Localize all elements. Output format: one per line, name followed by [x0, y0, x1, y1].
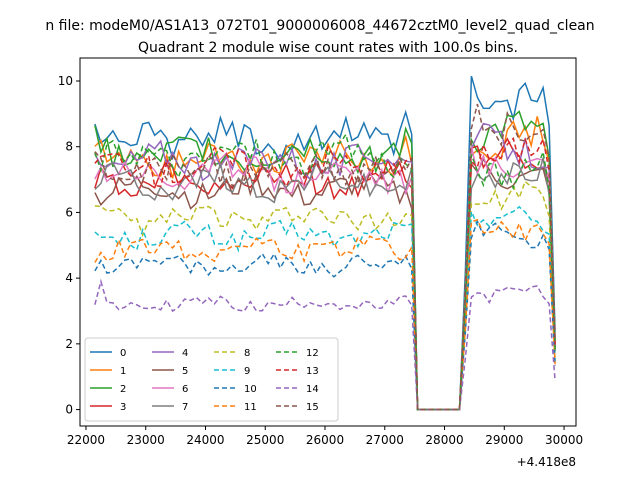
- legend-label-2: 2: [120, 384, 126, 395]
- x-offset-label: +4.418e8: [517, 455, 576, 469]
- legend-label-6: 6: [182, 384, 188, 395]
- series-line-13: [94, 136, 556, 411]
- series-line-15: [94, 103, 556, 411]
- legend-label-11: 11: [244, 402, 257, 413]
- legend-label-8: 8: [244, 348, 250, 359]
- legend-label-3: 3: [120, 402, 126, 413]
- y-tick-label: 2: [65, 337, 73, 351]
- y-tick-label: 0: [65, 403, 73, 417]
- legend-box: [84, 337, 339, 422]
- series-line-8: [94, 180, 556, 411]
- legend-label-4: 4: [182, 348, 188, 359]
- x-tick-label: 29000: [485, 433, 523, 447]
- chart-suptitle: n file: modeM0/AS1A13_072T01_9000006008_…: [45, 18, 594, 34]
- x-tick-label: 27000: [366, 433, 404, 447]
- series-line-11: [94, 218, 556, 411]
- y-tick-label: 4: [65, 271, 73, 285]
- legend-label-9: 9: [244, 366, 250, 377]
- legend-label-1: 1: [120, 366, 126, 377]
- series-line-12: [94, 132, 556, 411]
- plot-lines: [94, 75, 556, 411]
- x-tick-label: 23000: [127, 433, 165, 447]
- y-tick-label: 6: [65, 205, 73, 219]
- axes-frame: [79, 57, 577, 427]
- x-tick-label: 30000: [545, 433, 583, 447]
- series-line-9: [94, 205, 556, 411]
- x-tick-label: 22000: [67, 433, 105, 447]
- x-axis: 22000 23000 24000 25000 26000 27000 28000 29000…: [67, 426, 583, 447]
- legend-label-5: 5: [182, 366, 188, 377]
- legend-label-14: 14: [306, 384, 319, 395]
- y-tick-label: 8: [65, 140, 73, 154]
- legend-label-7: 7: [182, 402, 188, 413]
- legend-label-15: 15: [306, 402, 319, 413]
- x-tick-label: 26000: [306, 433, 344, 447]
- series-line-4: [94, 122, 556, 411]
- chart-title: Quadrant 2 module wise count rates with …: [138, 40, 518, 56]
- x-tick-label: 25000: [246, 433, 284, 447]
- series-line-14: [94, 278, 556, 411]
- legend-label-13: 13: [306, 366, 319, 377]
- x-tick-label: 28000: [425, 433, 463, 447]
- legend-label-0: 0: [120, 348, 126, 359]
- x-tick-label: 24000: [186, 433, 224, 447]
- y-tick-label: 10: [58, 74, 73, 88]
- legend-label-12: 12: [306, 348, 319, 359]
- legend-label-10: 10: [244, 384, 257, 395]
- y-axis: 0 2 4 6 8 10: [58, 74, 80, 417]
